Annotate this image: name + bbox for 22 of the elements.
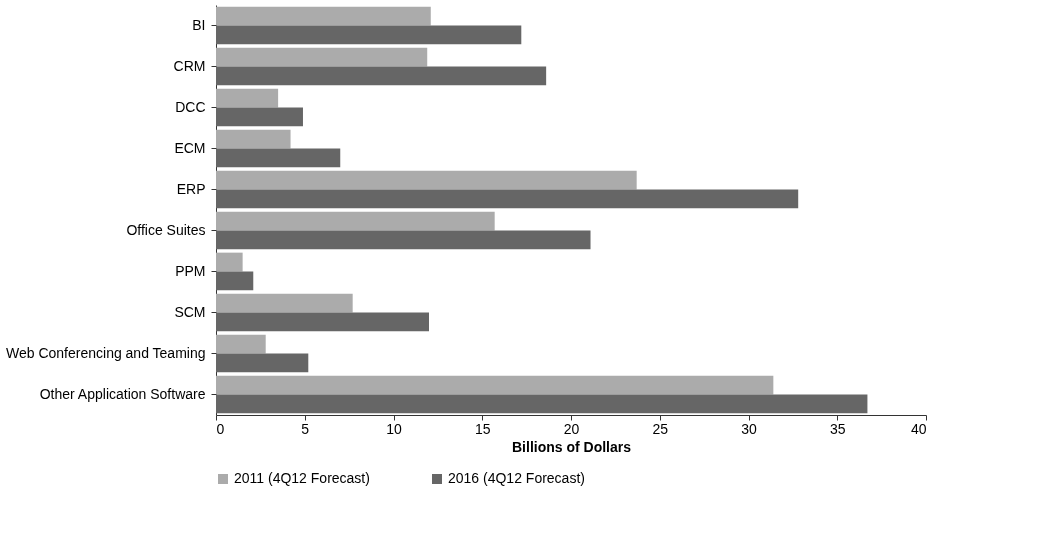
y-tick-label: Web Conferencing and Teaming: [6, 344, 206, 361]
x-axis-title: Billions of Dollars: [511, 438, 632, 455]
y-tick-label: ECM: [174, 139, 206, 156]
y-tick-label: ERP: [176, 180, 206, 197]
x-tick-label: 0: [216, 420, 225, 437]
legend-label: 2016 (4Q12 Forecast): [448, 470, 585, 486]
x-tick-label: 10: [386, 420, 402, 437]
x-tick-label: 30: [741, 420, 757, 437]
x-tick-label: 5: [301, 420, 310, 437]
y-tick-label: BI: [192, 16, 206, 33]
y-tick-label: Office Suites: [126, 221, 206, 238]
legend-label: 2011 (4Q12 Forecast): [234, 470, 370, 486]
y-tick-label: SCM: [174, 303, 206, 320]
x-tick-label: 20: [563, 420, 580, 437]
x-tick-label: 25: [652, 420, 669, 437]
x-tick-label: 15: [474, 420, 491, 437]
y-tick-label: Other Application Software: [39, 385, 206, 402]
y-tick-label: PPM: [175, 262, 206, 279]
y-tick-label: CRM: [173, 57, 206, 74]
x-tick-label: 35: [829, 420, 846, 437]
x-tick-label: 40: [910, 420, 927, 437]
y-tick-label: DCC: [175, 98, 206, 115]
